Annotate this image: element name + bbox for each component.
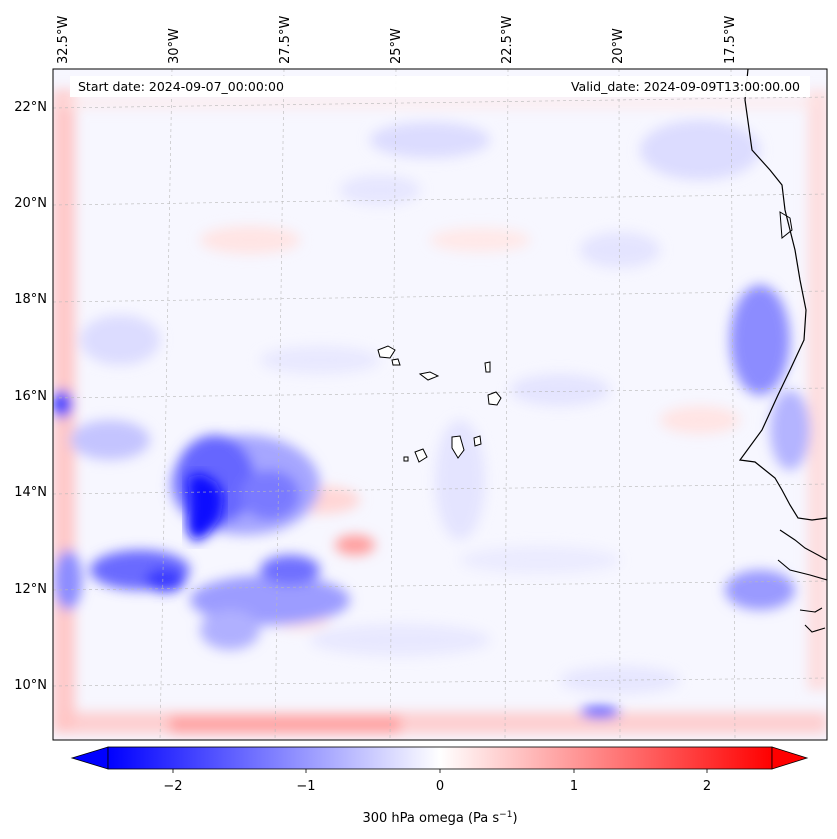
colorbar-tick-label: 0	[436, 779, 444, 794]
island-sao-vicente	[391, 358, 401, 366]
cape-verde-islands	[377, 345, 502, 463]
lat-label-10n: 10°N	[14, 678, 47, 693]
island-brava	[403, 456, 409, 462]
field-features	[53, 90, 827, 734]
lat-label-18n: 18°N	[14, 292, 47, 307]
coastline	[738, 69, 827, 521]
island-fogo	[414, 448, 428, 463]
lat-label-20n: 20°N	[14, 196, 47, 211]
lat-label-16n: 16°N	[14, 389, 47, 404]
lon-label-22-5w: 22.5°W	[500, 16, 515, 64]
island-santo-antao	[377, 345, 396, 359]
colorbar-ticks	[172, 769, 708, 773]
colorbar-tick-label: −1	[296, 779, 315, 794]
colorbar-label-sup: −1	[499, 810, 512, 820]
lon-label-27-5w: 27.5°W	[278, 16, 293, 64]
island-sal	[484, 361, 491, 373]
island-sao-nicolau	[418, 371, 440, 381]
lon-label-30w: 30°W	[167, 28, 182, 64]
graticule	[53, 69, 827, 740]
lat-label-12n: 12°N	[14, 582, 47, 597]
colorbar-label-text: 300 hPa omega (Pa s	[362, 811, 499, 826]
colorbar-tick-label: 2	[703, 779, 711, 794]
island-santiago	[451, 435, 465, 459]
coast-inlet	[779, 211, 793, 239]
island-boa-vista	[487, 391, 502, 406]
coastline-south	[777, 529, 827, 633]
strong-ascent-core	[186, 473, 224, 542]
colorbar-tick-label: 1	[570, 779, 578, 794]
island-maio	[473, 435, 482, 447]
header-band	[70, 76, 810, 97]
colorbar-label: 300 hPa omega (Pa s−1)	[362, 810, 517, 826]
lon-label-32-5w: 32.5°W	[56, 16, 71, 64]
lat-label-14n: 14°N	[14, 485, 47, 500]
lat-label-22n: 22°N	[14, 100, 47, 115]
valid-date-label: Valid_date: 2024-09-09T13:00:00.00	[571, 79, 800, 94]
colorbar-extend-high	[771, 746, 809, 770]
colorbar: −2 −1 0 1 2 300 hPa omega (Pa s−1)	[70, 746, 809, 826]
latitude-labels: 22°N 20°N 18°N 16°N 14°N 12°N 10°N	[14, 100, 47, 693]
longitude-labels: 32.5°W 30°W 27.5°W 25°W 22.5°W 20°W 17.5…	[56, 16, 738, 64]
lon-label-25w: 25°W	[389, 28, 404, 64]
lon-label-20w: 20°W	[611, 28, 626, 64]
colorbar-extend-low	[70, 746, 109, 770]
start-date-label: Start date: 2024-09-07_00:00:00	[78, 79, 284, 94]
lon-label-17-5w: 17.5°W	[723, 16, 738, 64]
omega-field	[53, 69, 827, 740]
colorbar-label-close: )	[512, 811, 517, 826]
colorbar-tick-label: −2	[163, 779, 182, 794]
colorbar-gradient	[107, 746, 773, 770]
map-frame	[52, 68, 828, 741]
